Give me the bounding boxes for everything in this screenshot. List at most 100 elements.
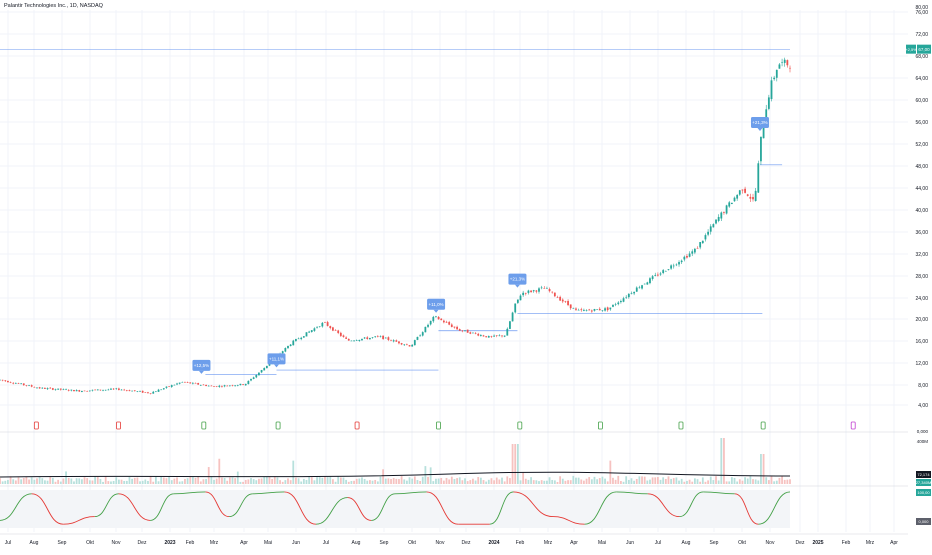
volume-bar [345, 479, 348, 484]
candle-body [189, 382, 192, 384]
volume-bar [398, 479, 400, 484]
volume-bar [588, 477, 591, 484]
volume-bar [390, 479, 392, 484]
volume-bar [329, 476, 332, 484]
volume-bar [120, 479, 123, 484]
last-change-label: +2,5% [905, 47, 917, 52]
candle-body [622, 298, 625, 302]
volume-bar [147, 480, 149, 484]
volume-bar [551, 479, 554, 484]
volume-bar [490, 478, 493, 484]
candle-body [226, 385, 229, 387]
oscillator-line [489, 491, 514, 525]
volume-bar [477, 477, 480, 484]
volume-bar [493, 480, 495, 484]
candle-body [36, 387, 38, 389]
volume-bar [91, 480, 94, 484]
candle-body [606, 307, 609, 311]
volume-bar [326, 477, 329, 484]
candle-body [297, 338, 300, 340]
volume-bar [405, 480, 408, 484]
volume-bar [202, 479, 205, 484]
candle-body [231, 385, 234, 387]
volume-bar [199, 481, 202, 484]
candle-body [633, 291, 636, 294]
volume-bar [429, 467, 432, 484]
candle-body [300, 337, 303, 340]
candle-body [184, 381, 186, 383]
volume-bar [218, 458, 221, 484]
volume-bar [260, 478, 263, 484]
volume-bar [411, 478, 414, 484]
x-tick-label: Nov [436, 540, 445, 546]
candle-body [683, 256, 686, 260]
oscillator-line [229, 493, 253, 518]
oscillator-line [347, 497, 372, 521]
candle-body [139, 391, 141, 392]
oscillator-line [426, 491, 459, 525]
candle-body [392, 340, 395, 342]
volume-bar [789, 479, 791, 484]
volume-bar [70, 478, 73, 484]
volume-bar [221, 477, 223, 484]
volume-bar [437, 478, 440, 484]
volume-bar [466, 481, 469, 484]
volume-ma-badge [916, 471, 931, 478]
candle-body [44, 387, 46, 389]
volume-bar [144, 479, 147, 484]
candle-body [104, 389, 107, 391]
volume-bar [239, 481, 242, 484]
candle-body [358, 339, 361, 341]
gap-marker-pointer [198, 370, 204, 374]
volume-bar [664, 478, 667, 484]
volume-bar [44, 480, 46, 484]
volume-bar [342, 477, 345, 484]
candle-body [62, 389, 65, 390]
candle-body [723, 212, 725, 213]
volume-bar [643, 476, 646, 484]
oscillator-line [513, 491, 554, 518]
candle-body [221, 386, 223, 387]
volume-bar [379, 476, 382, 484]
oscillator-line [734, 493, 759, 525]
candle-body [46, 388, 49, 390]
volume-bar [717, 480, 720, 484]
volume-bar [596, 479, 599, 484]
volume-bar [88, 480, 91, 484]
oscillator-line [94, 493, 119, 518]
candle-body [263, 368, 266, 371]
candle-body [205, 384, 207, 387]
volume-bar [78, 478, 81, 484]
x-tick-label: Mai [598, 540, 606, 546]
volume-bar [559, 476, 562, 484]
volume-bar [635, 478, 638, 484]
volume-bar [54, 481, 57, 484]
candle-body [654, 274, 657, 276]
candle-body [551, 291, 554, 293]
volume-bar [268, 476, 271, 484]
volume-bar [736, 481, 739, 484]
candle-body [355, 340, 358, 341]
volume-bar [347, 481, 350, 484]
volume-bar [250, 478, 252, 484]
candle-body [339, 332, 342, 336]
volume-bar [22, 478, 25, 484]
candle-body [173, 384, 176, 386]
volume-tick-label: 400M [917, 439, 929, 444]
candle-body [125, 390, 128, 391]
volume-bar [678, 480, 680, 484]
volume-bar [149, 476, 152, 484]
candle-body [400, 343, 403, 345]
volume-bar [228, 477, 231, 484]
candle-body [94, 389, 97, 391]
volume-bar [683, 481, 686, 484]
volume-bar [609, 460, 612, 484]
volume-bar [601, 476, 604, 484]
volume-bar [252, 479, 255, 484]
volume-bar [498, 479, 501, 484]
gap-marker-label: +12,5% [194, 363, 209, 368]
candle-body [424, 326, 427, 333]
candle-body [701, 240, 704, 244]
candle-body [770, 80, 773, 100]
